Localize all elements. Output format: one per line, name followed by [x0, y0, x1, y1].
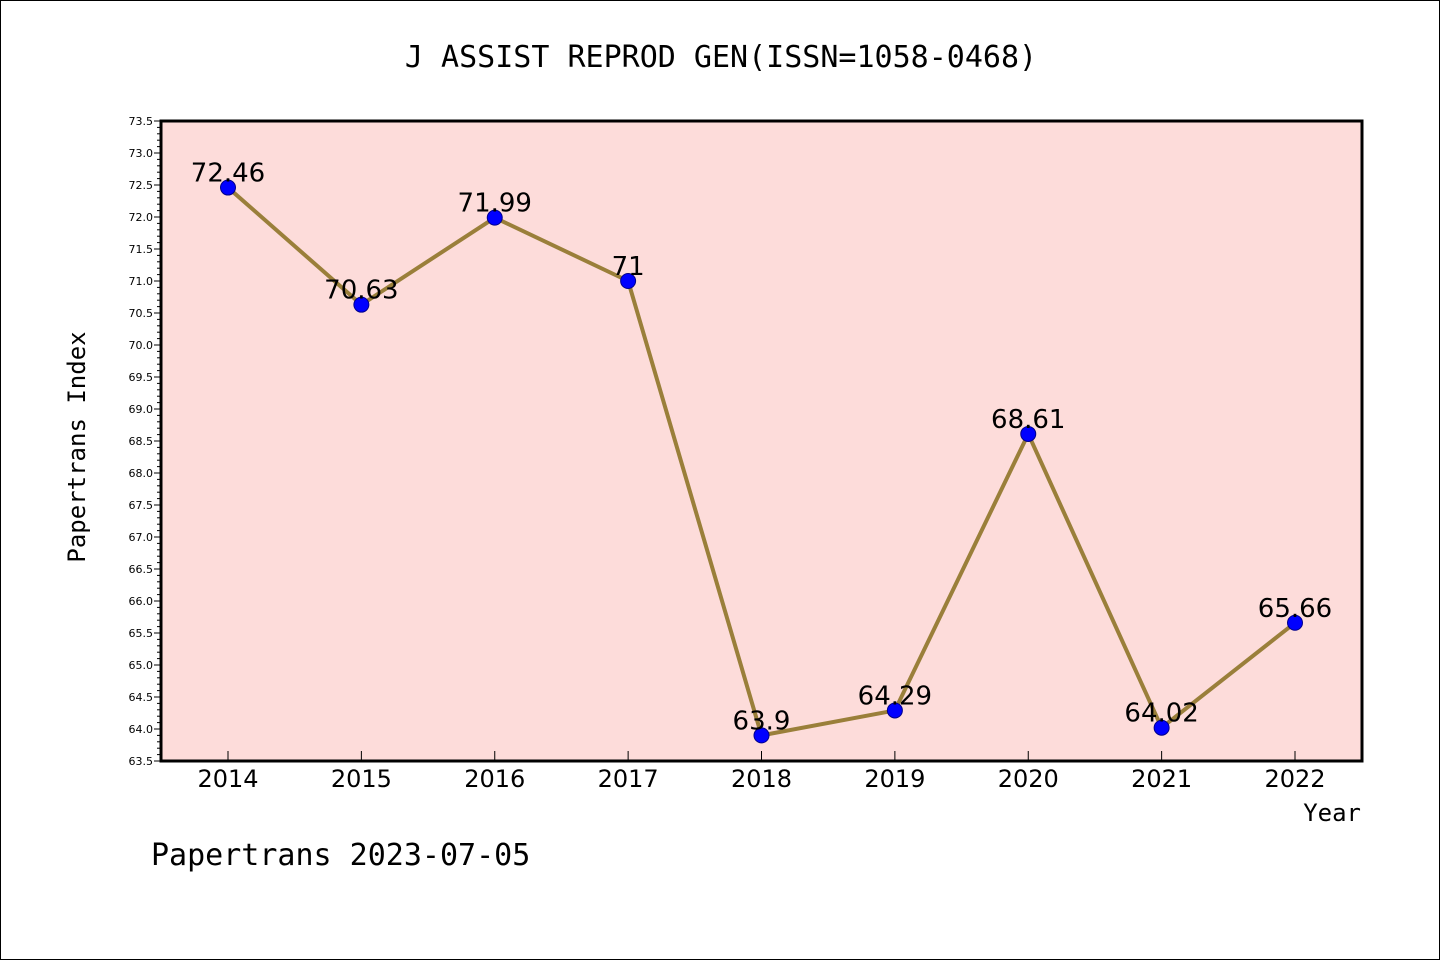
y-tick-label: 73.5 — [129, 115, 154, 128]
y-axis-label: Papertrans Index — [63, 331, 91, 562]
y-tick-label: 63.5 — [129, 755, 154, 768]
plot-area — [159, 119, 1364, 763]
y-tick-label: 71.0 — [129, 275, 154, 288]
data-point — [353, 296, 370, 313]
x-tick-label: 2016 — [464, 765, 525, 793]
data-label: 72.46 — [191, 159, 265, 189]
data-label: 65.66 — [1258, 594, 1332, 624]
data-label: 71.99 — [458, 189, 532, 219]
data-label: 71 — [612, 252, 645, 282]
data-point — [1020, 425, 1037, 442]
y-tick-label: 68.0 — [129, 467, 154, 480]
y-tick-label: 72.0 — [129, 211, 154, 224]
y-tick-label: 70.0 — [129, 339, 154, 352]
data-label: 64.02 — [1124, 699, 1198, 729]
data-point — [220, 179, 236, 196]
x-tick-label: 2019 — [864, 765, 925, 793]
y-tick-label: 68.5 — [129, 435, 154, 448]
data-point — [1153, 719, 1170, 736]
data-label: 64.29 — [858, 681, 932, 711]
data-point — [886, 702, 903, 719]
y-tick-label: 71.5 — [129, 243, 154, 256]
x-tick-label: 2022 — [1264, 765, 1325, 793]
y-tick-label: 65.0 — [129, 659, 154, 672]
x-tick-label: 2021 — [1131, 765, 1192, 793]
data-point — [753, 727, 770, 744]
data-point — [1287, 614, 1303, 631]
data-point — [620, 273, 637, 289]
data-label: 68.61 — [991, 405, 1065, 435]
x-tick-label: 2017 — [598, 765, 659, 793]
x-axis-label: Year — [1303, 799, 1361, 827]
y-tick-label: 73.0 — [129, 147, 154, 160]
y-tick-label: 72.5 — [129, 179, 154, 192]
series-layer: 72.46 70.63 71.99 71 63.9 64.29 68.61 64.02 65.6… — [191, 159, 1332, 744]
data-label: 63.9 — [733, 706, 791, 736]
y-tick-label: 69.0 — [129, 403, 154, 416]
x-tick-label: 2018 — [731, 765, 792, 793]
x-axis-ticks: 2014 2015 2016 2017 2018 2019 2020 2021 2022 — [197, 751, 1326, 793]
y-tick-label: 66.5 — [129, 563, 154, 576]
chart-title: J ASSIST REPROD GEN(ISSN=1058-0468) — [405, 40, 1037, 75]
y-tick-label: 66.0 — [129, 595, 154, 608]
data-point — [486, 209, 503, 226]
data-label: 70.63 — [324, 276, 398, 306]
y-tick-label: 64.0 — [129, 723, 154, 736]
y-tick-label: 64.5 — [129, 691, 154, 704]
y-tick-label: 67.5 — [129, 499, 154, 512]
y-tick-label: 70.5 — [129, 307, 154, 320]
x-tick-label: 2020 — [998, 765, 1059, 793]
x-tick-label: 2014 — [197, 765, 258, 793]
x-tick-label: 2015 — [331, 765, 392, 793]
y-tick-label: 65.5 — [129, 627, 154, 640]
y-tick-label: 69.5 — [129, 371, 154, 384]
y-axis-ticks: 63.5 64.0 64.5 65.0 65.5 66.0 66.5 67.0 67.5 68.0… — [129, 115, 161, 768]
footer-stamp: Papertrans 2023-07-05 — [151, 838, 530, 873]
y-tick-label: 67.0 — [129, 531, 154, 544]
